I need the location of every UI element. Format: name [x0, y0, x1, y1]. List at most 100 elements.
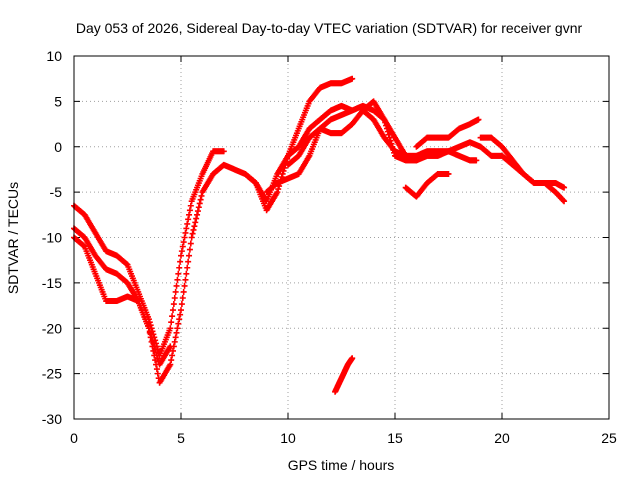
data-point	[386, 134, 393, 141]
data-points	[71, 75, 568, 395]
data-series	[332, 355, 356, 395]
data-point	[188, 234, 195, 241]
data-point	[189, 230, 196, 237]
axis-ticks: 0 5 10 15 20 25 10 5 0 -5 -10 -15 -20 -25 -30	[42, 48, 617, 446]
data-point	[195, 204, 202, 211]
data-series	[359, 107, 480, 164]
data-point	[153, 366, 160, 373]
data-point	[349, 107, 356, 114]
data-point	[473, 157, 480, 164]
data-series	[402, 170, 452, 200]
data-point	[173, 282, 180, 289]
data-series	[263, 107, 356, 196]
data-point	[275, 186, 282, 193]
y-tick-label: -30	[42, 411, 62, 427]
data-point	[192, 219, 199, 226]
data-point	[181, 234, 188, 241]
data-point	[194, 208, 201, 215]
data-point	[184, 220, 191, 227]
data-point	[170, 343, 177, 350]
data-point	[177, 258, 184, 265]
x-tick-label: 25	[601, 430, 617, 446]
data-point	[167, 325, 174, 332]
y-tick-label: -10	[42, 230, 62, 246]
data-point	[193, 215, 200, 222]
grid	[74, 56, 609, 419]
data-point	[169, 313, 176, 320]
x-tick-label: 5	[177, 430, 185, 446]
data-point	[280, 167, 287, 174]
data-point	[180, 239, 187, 246]
data-point	[146, 329, 153, 336]
data-point	[175, 270, 182, 277]
data-point	[171, 338, 178, 345]
data-point	[197, 196, 204, 203]
data-series	[413, 116, 482, 150]
data-point	[148, 338, 155, 345]
data-point	[445, 170, 452, 177]
data-point	[178, 248, 185, 255]
data-point	[186, 246, 193, 253]
x-tick-label: 15	[387, 430, 403, 446]
data-point	[194, 211, 201, 218]
data-point	[145, 325, 152, 332]
data-point	[153, 361, 160, 368]
data-point	[220, 148, 227, 155]
x-tick-label: 10	[280, 430, 296, 446]
data-point	[198, 192, 205, 199]
x-tick-label: 20	[494, 430, 510, 446]
data-point	[176, 316, 183, 323]
y-tick-label: -20	[42, 320, 62, 336]
data-point	[152, 357, 159, 364]
data-point	[178, 252, 184, 259]
data-point	[190, 226, 197, 233]
data-point	[147, 334, 154, 341]
data-point	[182, 229, 189, 236]
data-point	[183, 270, 190, 277]
data-point	[191, 223, 198, 230]
x-axis-label: GPS time / hours	[288, 457, 395, 473]
data-point	[182, 276, 189, 283]
data-point	[154, 370, 161, 377]
data-point	[279, 170, 286, 177]
data-point	[187, 202, 194, 209]
data-point	[179, 243, 186, 250]
data-point	[284, 155, 291, 162]
data-point	[173, 329, 180, 336]
data-point	[475, 116, 482, 123]
y-tick-label: 0	[54, 139, 62, 155]
data-point	[149, 343, 156, 350]
data-series	[71, 148, 227, 359]
data-point	[150, 347, 157, 354]
data-point	[175, 320, 182, 327]
data-point	[169, 347, 176, 354]
data-point	[185, 216, 192, 223]
data-point	[176, 264, 183, 271]
data-point	[172, 288, 179, 295]
data-point	[174, 276, 181, 283]
data-point	[274, 189, 281, 196]
data-point	[185, 258, 192, 265]
data-point	[186, 252, 193, 259]
data-point	[172, 334, 179, 341]
data-series	[242, 75, 356, 214]
data-point	[174, 325, 181, 332]
data-series	[71, 102, 568, 386]
data-point	[167, 361, 174, 368]
data-point	[180, 288, 187, 295]
y-axis-label: SDTVAR / TECUs	[5, 182, 21, 294]
y-tick-label: -25	[42, 366, 62, 382]
data-point	[178, 301, 185, 308]
y-tick-label: -5	[50, 184, 63, 200]
data-point	[561, 184, 568, 191]
data-point	[170, 301, 177, 308]
data-point	[168, 357, 175, 364]
data-point	[151, 352, 158, 359]
data-point	[168, 319, 175, 326]
data-point	[181, 282, 188, 289]
data-point	[171, 295, 178, 301]
data-point	[178, 307, 184, 314]
data-point	[349, 355, 356, 362]
data-point	[179, 295, 186, 301]
